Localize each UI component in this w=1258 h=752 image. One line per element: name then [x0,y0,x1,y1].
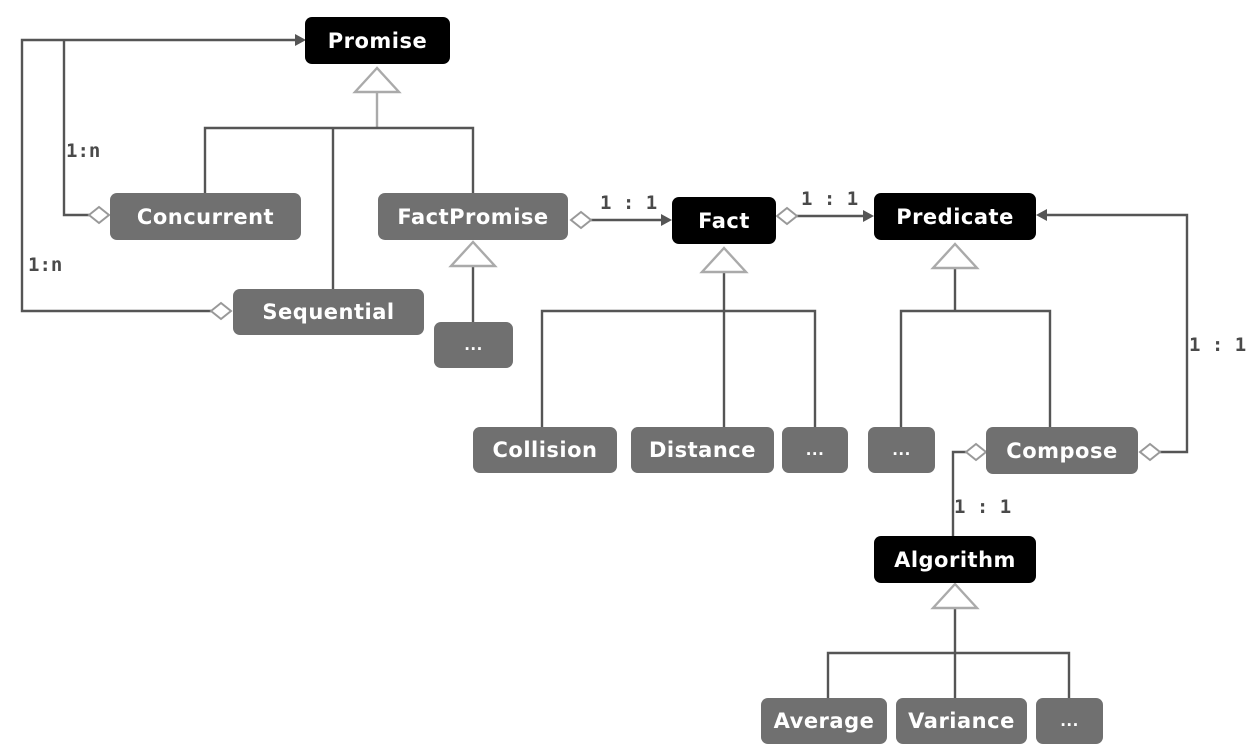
algorithm-generalization [826,582,1071,700]
variance-class[interactable]: Variance [896,698,1027,744]
sequential-promise-multiplicity: 1:n [28,254,63,276]
fact-generalization-triangle [699,246,749,274]
compose-algorithm-multiplicity: 1 : 1 [954,496,1012,518]
factpromise-more-class[interactable]: ... [434,322,513,368]
sequential-promise-aggregation [20,34,306,321]
compose-class[interactable]: Compose [986,427,1138,474]
predicate-generalization [899,242,1052,428]
concurrent-promise-aggregation [62,40,111,225]
factpromise-class[interactable]: FactPromise [378,193,568,240]
factpromise-generalization [448,240,498,322]
factpromise-fact-multiplicity: 1 : 1 [600,192,658,214]
promise-generalization [203,66,475,290]
fact-generalization [540,246,817,428]
factpromise-fact-aggregation [569,210,672,230]
distance-class[interactable]: Distance [631,427,774,473]
fact-predicate-aggregation [775,206,874,226]
compose-algorithm-aggregation [951,442,988,536]
predicate-generalization-triangle [930,242,980,270]
fact-class[interactable]: Fact [672,197,776,244]
algorithm-generalization-triangle [930,582,980,610]
collision-class[interactable]: Collision [473,427,617,473]
algorithm-more-class[interactable]: ... [1036,698,1103,744]
predicate-class[interactable]: Predicate [874,193,1036,240]
compose-predicate-multiplicity: 1 : 1 [1189,334,1247,356]
concurrent-promise-multiplicity: 1:n [66,140,101,162]
algorithm-class[interactable]: Algorithm [874,536,1036,583]
fact-predicate-multiplicity: 1 : 1 [801,188,859,210]
fact-more-class[interactable]: ... [782,427,848,473]
promise-class[interactable]: Promise [305,17,450,64]
promise-generalization-triangle [352,66,402,94]
sequential-class[interactable]: Sequential [233,289,424,335]
predicate-more-class[interactable]: ... [868,427,935,473]
factpromise-generalization-triangle [448,240,498,268]
average-class[interactable]: Average [761,698,887,744]
concurrent-class[interactable]: Concurrent [110,193,301,240]
compose-predicate-aggregation [1036,209,1189,462]
